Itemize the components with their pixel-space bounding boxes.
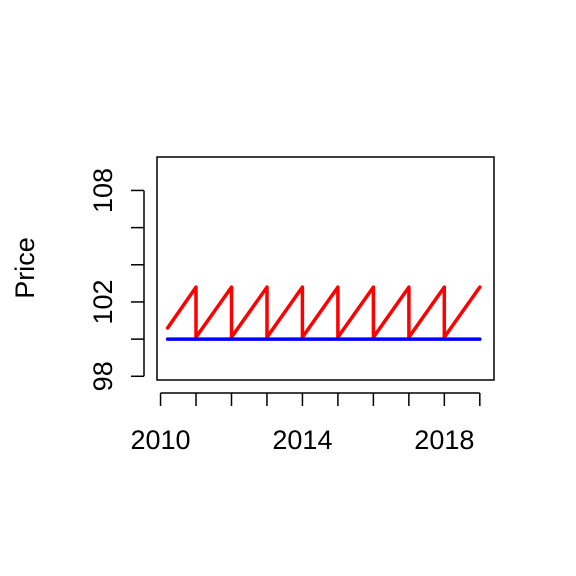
y-axis-label: Price — [10, 237, 40, 299]
series-line-1 — [165, 285, 482, 340]
x-axis: 2010 2014 2018 — [131, 392, 481, 455]
x-tick-label: 2018 — [414, 425, 474, 455]
x-tick-label: 2014 — [272, 425, 332, 455]
series-layer — [165, 285, 482, 341]
y-tick-label: 108 — [88, 168, 118, 213]
y-tick-label: 102 — [88, 279, 118, 324]
x-tick-label: 2010 — [131, 425, 191, 455]
y-tick-label: 98 — [88, 361, 118, 391]
plot-frame — [156, 156, 495, 381]
y-axis: 98 102 108 — [88, 168, 145, 391]
